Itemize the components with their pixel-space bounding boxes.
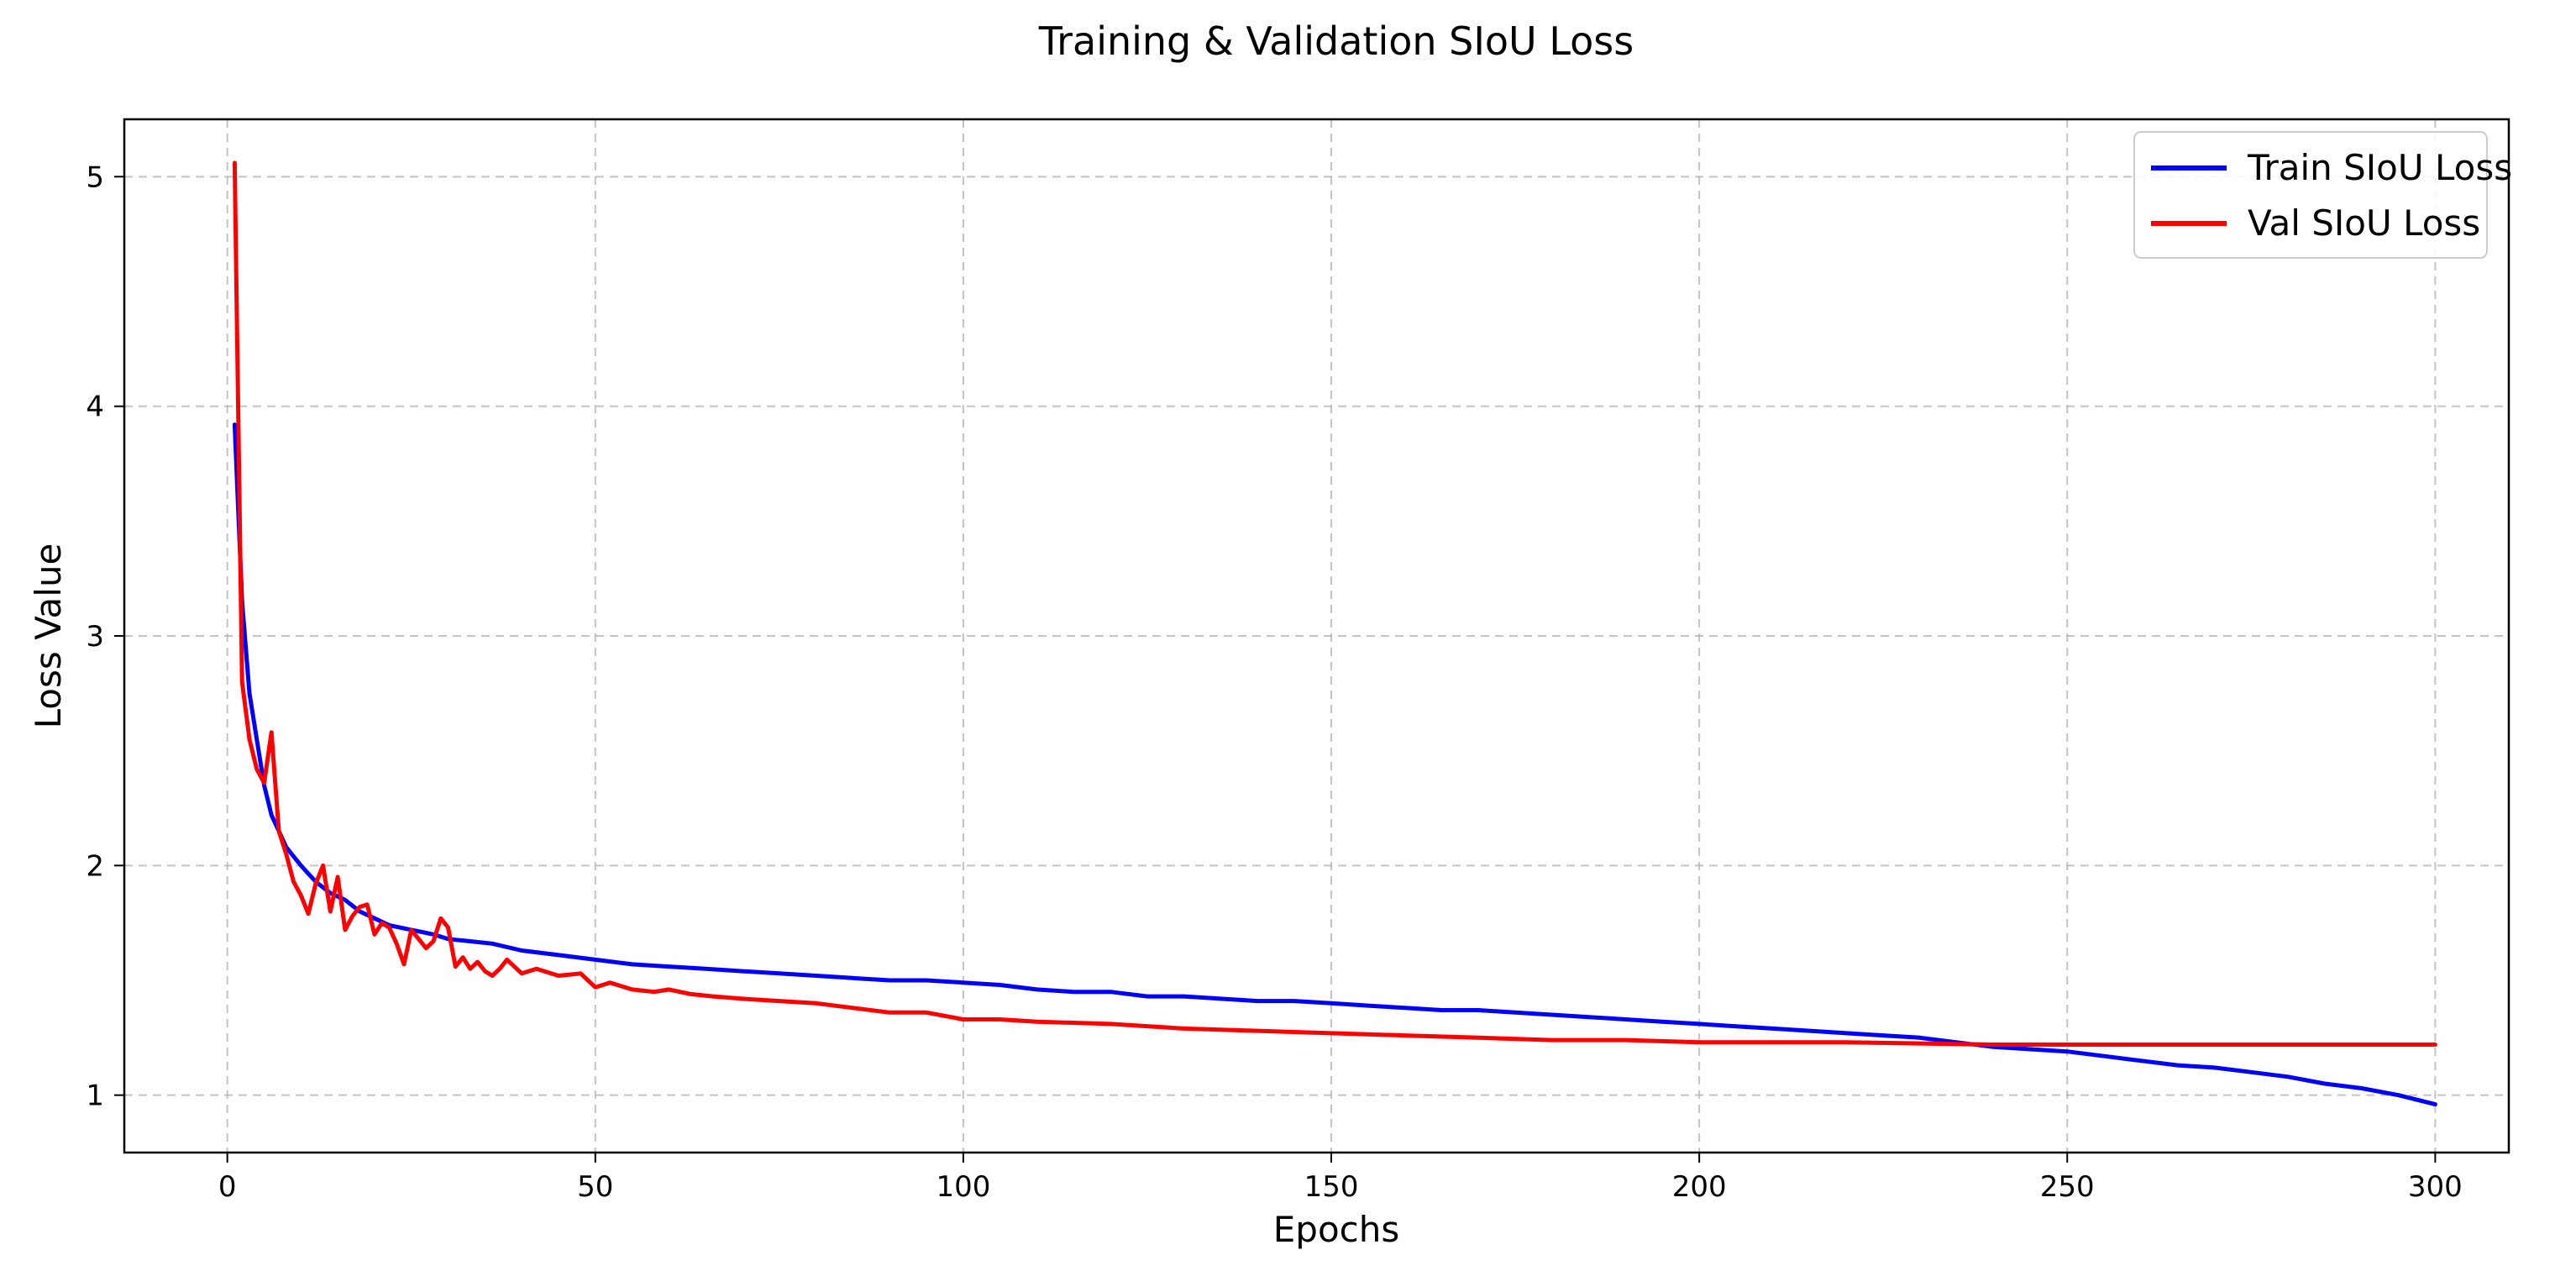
y-axis-label: Loss Value xyxy=(28,544,69,729)
x-tick-label: 50 xyxy=(577,1170,613,1204)
x-tick-label: 200 xyxy=(1672,1170,1727,1204)
y-tick-label: 3 xyxy=(86,620,104,654)
x-tick-label: 150 xyxy=(1304,1170,1359,1204)
y-tick-label: 2 xyxy=(86,849,104,883)
val-loss-line xyxy=(232,160,2437,1047)
legend: Train SIoU Loss Val SIoU Loss xyxy=(2133,131,2512,259)
chart-title: Training & Validation SIoU Loss xyxy=(1038,18,1634,64)
x-tick-label: 100 xyxy=(936,1170,990,1204)
y-axis: 1 2 3 4 5 xyxy=(86,160,124,1113)
legend-label-val: Val SIoU Loss xyxy=(2248,202,2480,244)
x-axis: 0 50 100 150 200 250 300 xyxy=(218,1153,2463,1204)
y-tick-label: 1 xyxy=(86,1079,104,1113)
grid xyxy=(124,119,2509,1153)
x-tick-label: 250 xyxy=(2040,1170,2095,1204)
series-layer xyxy=(232,160,2437,1107)
y-tick-label: 4 xyxy=(86,391,104,424)
legend-box xyxy=(2133,131,2488,259)
x-axis-label: Epochs xyxy=(1273,1209,1400,1250)
x-tick-label: 0 xyxy=(218,1170,237,1204)
legend-label-train: Train SIoU Loss xyxy=(2247,147,2512,188)
y-tick-label: 5 xyxy=(86,160,104,194)
x-tick-label: 300 xyxy=(2408,1170,2463,1204)
